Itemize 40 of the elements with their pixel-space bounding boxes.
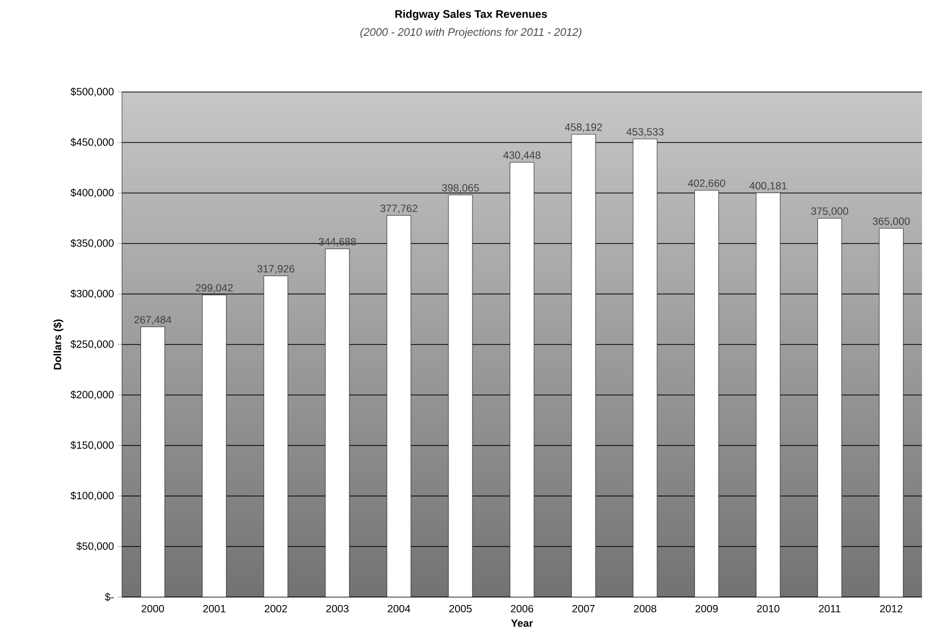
x-tick-label: 2006 [510,604,534,612]
y-tick-label: $500,000 [70,87,114,96]
y-tick-label: $50,000 [76,542,114,551]
y-tick-label: $200,000 [70,390,114,400]
y-tick-label: $- [104,592,114,602]
data-label: 398,065 [442,184,479,193]
x-tick-label: 2011 [818,604,840,612]
x-tick-label: 2002 [264,604,287,612]
x-tick-label: 2008 [634,604,656,612]
x-tick-label: 2012 [880,604,902,612]
x-tick-label: 2001 [203,604,226,612]
data-label: 458,192 [564,123,602,132]
y-tick-label: $400,000 [70,188,114,198]
y-tick-label: $100,000 [70,491,114,500]
y-axis-title: Dollars ($) [53,319,64,370]
y-tick-label: $450,000 [70,138,114,147]
data-label: 453,533 [626,128,664,137]
data-label: 299,042 [196,284,233,293]
x-tick-label: 2010 [757,604,780,612]
data-label: 377,762 [380,204,418,214]
x-tick-label: 2000 [142,604,164,612]
data-label: 365,000 [872,217,910,226]
x-tick-label: 2007 [572,604,595,612]
x-tick-label: 2004 [388,604,410,612]
x-tick-label: 2009 [696,604,718,612]
data-label: 402,660 [688,179,726,188]
data-label: 430,448 [503,151,540,160]
data-label: 267,484 [134,316,172,325]
y-tick-label: $150,000 [70,440,114,450]
chart-subtitle: (2000 - 2010 with Projections for 2011 - 2012) [360,28,582,38]
y-tick-label: $250,000 [70,340,114,349]
x-tick-label: 2005 [449,604,472,612]
y-tick-label: $350,000 [70,238,114,248]
y-tick-label: $300,000 [70,289,114,298]
chart-title: Ridgway Sales Tax Revenues [395,10,547,20]
x-tick-label: 2003 [326,604,349,612]
data-label: 375,000 [811,207,848,216]
data-label: 317,926 [257,264,294,274]
x-axis-title: Year [511,619,533,627]
data-label: 400,181 [749,182,787,190]
